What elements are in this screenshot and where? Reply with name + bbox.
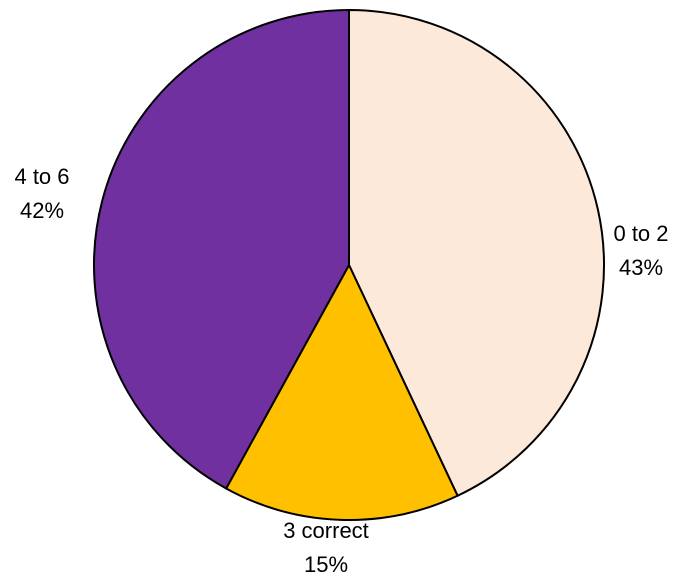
slice-value-label: 42%	[20, 198, 64, 223]
pie-slice	[93, 8, 350, 490]
slice-value-label: 15%	[304, 552, 348, 577]
slice-label: 4 to 6	[14, 164, 69, 189]
pie-slice	[224, 262, 459, 521]
pie-slice	[348, 8, 605, 498]
slice-label: 0 to 2	[613, 221, 668, 246]
slice-label: 3 correct	[283, 518, 369, 543]
slice-value-label: 43%	[619, 255, 663, 280]
